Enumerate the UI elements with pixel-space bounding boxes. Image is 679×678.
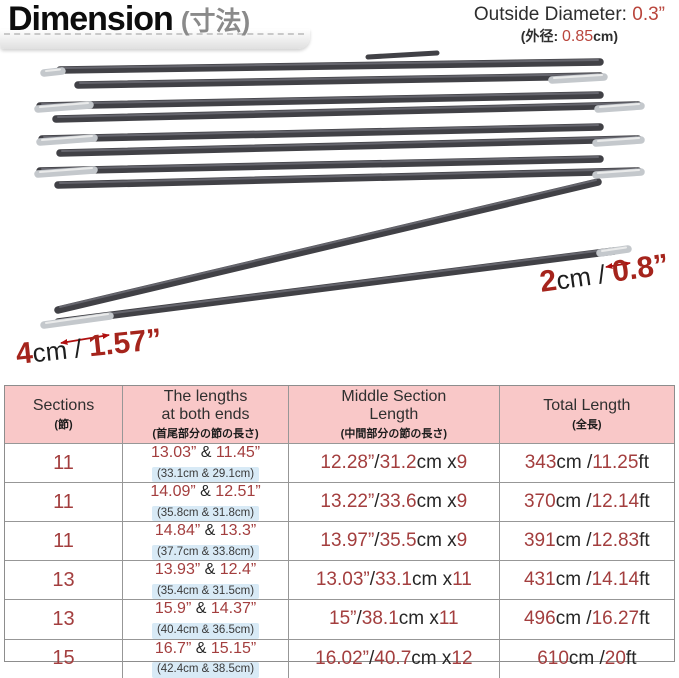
- cell-middle-section-length: 13.03” / 33.1 cm x 11: [287, 561, 499, 600]
- cell-middle-section-length: 15” / 38.1 cm x 11: [287, 600, 499, 639]
- measure-arrow-right-icon: [605, 261, 631, 269]
- outside-diameter-cm: (外径: 0.85cm): [520, 28, 619, 45]
- measure-arrow-left-icon: [60, 333, 110, 345]
- cell-total-length: 370 cm / 12.14 ft: [498, 483, 674, 522]
- cell-sections: 13: [52, 607, 75, 630]
- cell-total-length: 343 cm / 11.25 ft: [498, 444, 674, 483]
- table-row: 11 14.09” & 12.51” (35.8cm & 31.8cm) 13.…: [5, 482, 674, 522]
- cell-total-length: 496 cm / 16.27 ft: [498, 600, 674, 639]
- cell-middle-section-length: 13.22” / 33.6 cm x 9: [287, 483, 499, 522]
- pole-partial-top: [365, 50, 440, 60]
- cell-middle-section-length: 16.02” / 40.7 cm x 12: [287, 639, 499, 678]
- table-header-cell: Sections (節): [32, 396, 95, 432]
- outside-diameter-block: Outside Diameter: 0.3” (外径: 0.85cm): [474, 4, 665, 46]
- ribbon-dashed-line: [4, 33, 304, 35]
- outside-diameter-inches: Outside Diameter: 0.3”: [473, 4, 665, 25]
- cell-middle-section-length: 12.28” / 31.2 cm x 9: [287, 444, 499, 483]
- table-row: 13 15.9” & 14.37” (40.4cm & 36.5cm) 15” …: [5, 599, 674, 639]
- cell-total-length: 431 cm / 14.14 ft: [498, 561, 674, 600]
- spec-table: Sections (節) The lengths at both ends (首…: [4, 385, 675, 678]
- table-body: 11 13.03” & 11.45” (33.1cm & 29.1cm) 12.…: [5, 443, 674, 678]
- cell-lengths-both-ends: 13.93” & 12.4” (35.4cm & 31.5cm): [122, 561, 288, 600]
- table-row: 11 13.03” & 11.45” (33.1cm & 29.1cm) 12.…: [5, 443, 674, 483]
- cell-sections: 15: [52, 647, 75, 670]
- cell-lengths-both-ends: 14.84” & 13.3” (37.7cm & 33.8cm): [122, 522, 288, 561]
- table-header-cell: Total Length (全長): [498, 386, 674, 443]
- cell-sections: 13: [52, 568, 75, 591]
- cell-lengths-both-ends: 14.09” & 12.51” (35.8cm & 31.8cm): [122, 483, 288, 522]
- cell-lengths-both-ends: 15.9” & 14.37” (40.4cm & 36.5cm): [122, 600, 288, 639]
- table-header-cell: Middle Section Length (中間部分の節の長さ): [287, 386, 499, 443]
- tent-poles-photo: [34, 50, 645, 345]
- page-title-jp: (寸法): [180, 6, 251, 36]
- pole-silver-tips: [34, 67, 645, 329]
- cell-total-length: 610 cm / 20 ft: [498, 639, 674, 678]
- page-title: Dimension (寸法): [8, 0, 250, 39]
- cell-sections: 11: [53, 451, 74, 474]
- title-highlight-ribbon: [0, 29, 310, 49]
- cell-sections: 11: [53, 529, 74, 552]
- cell-sections: 11: [53, 490, 74, 513]
- cell-lengths-both-ends: 13.03” & 11.45” (33.1cm & 29.1cm): [122, 444, 288, 483]
- table-header-row: Sections (節) The lengths at both ends (首…: [5, 386, 674, 443]
- table-header-cell: The lengths at both ends (首尾部分の節の長さ): [122, 386, 288, 443]
- cell-lengths-both-ends: 16.7” & 15.15” (42.4cm & 38.5cm): [122, 639, 288, 678]
- table-row: 15 16.7” & 15.15” (42.4cm & 38.5cm) 16.0…: [5, 638, 674, 678]
- cell-total-length: 391 cm / 12.83 ft: [498, 522, 674, 561]
- table-row: 11 14.84” & 13.3” (37.7cm & 33.8cm) 13.9…: [5, 521, 674, 561]
- pole-rods: [36, 58, 642, 326]
- page-title-en: Dimension: [8, 0, 174, 38]
- table-row: 13 13.93” & 12.4” (35.4cm & 31.5cm) 13.0…: [5, 560, 674, 600]
- cell-middle-section-length: 13.97” / 35.5 cm x 9: [287, 522, 499, 561]
